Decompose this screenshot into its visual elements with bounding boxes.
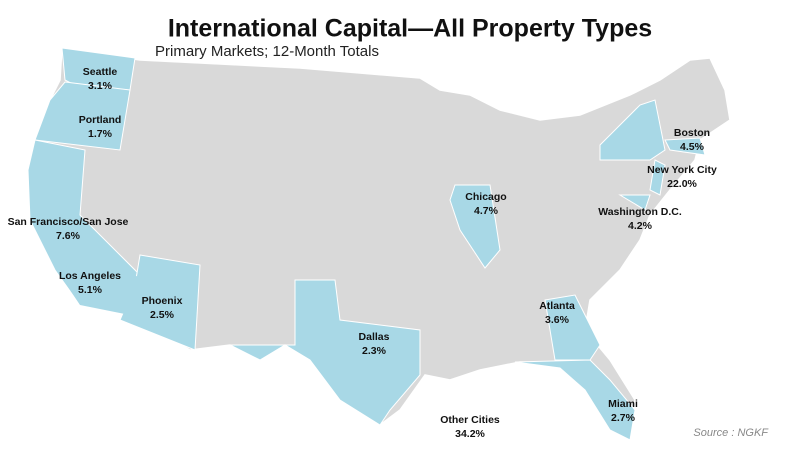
market-name: Other Cities <box>440 414 500 426</box>
market-name: Phoenix <box>142 295 183 307</box>
market-region <box>60 250 145 315</box>
market-value: 2.7% <box>611 412 636 424</box>
market-value: 34.2% <box>455 428 485 440</box>
market-region <box>449 184 501 269</box>
market-value: 4.2% <box>628 220 653 232</box>
market-region <box>649 159 666 196</box>
market-region <box>34 81 131 151</box>
market-name: Portland <box>79 114 122 126</box>
map-labels: Seattle 3.1% Portland 1.7% San Francisco/San… <box>8 66 717 440</box>
market-value: 1.7% <box>88 128 113 140</box>
market-name: Miami <box>608 398 638 410</box>
map-shapes <box>27 47 731 442</box>
source-note: Source : NGKF <box>693 427 769 439</box>
market-region <box>664 137 706 156</box>
market-value: 2.3% <box>362 345 387 357</box>
market-name: Dallas <box>359 331 390 343</box>
market-name: Chicago <box>465 191 506 203</box>
market-name: Los Angeles <box>59 270 121 282</box>
market-value: 3.6% <box>545 314 570 326</box>
market-value: 7.6% <box>56 230 81 242</box>
market-name: San Francisco/San Jose <box>8 216 129 228</box>
market-value: 2.5% <box>150 309 175 321</box>
market-region <box>618 194 651 211</box>
market-value: 4.5% <box>680 141 705 153</box>
market-value: 4.7% <box>474 205 499 217</box>
market-region <box>229 279 421 426</box>
market-name: Atlanta <box>539 300 575 312</box>
market-name: Washington D.C. <box>598 206 682 218</box>
market-name: Seattle <box>83 66 118 78</box>
market-region <box>514 359 636 441</box>
market-name: New York City <box>647 164 717 176</box>
market-value: 5.1% <box>78 284 103 296</box>
market-name: Boston <box>674 127 710 139</box>
chart-title: International Capital—All Property Types <box>168 15 652 43</box>
market-value: 22.0% <box>667 178 697 190</box>
chart-subtitle: Primary Markets; 12-Month Totals <box>155 43 379 60</box>
market-value: 3.1% <box>88 80 113 92</box>
market-region <box>599 99 666 161</box>
